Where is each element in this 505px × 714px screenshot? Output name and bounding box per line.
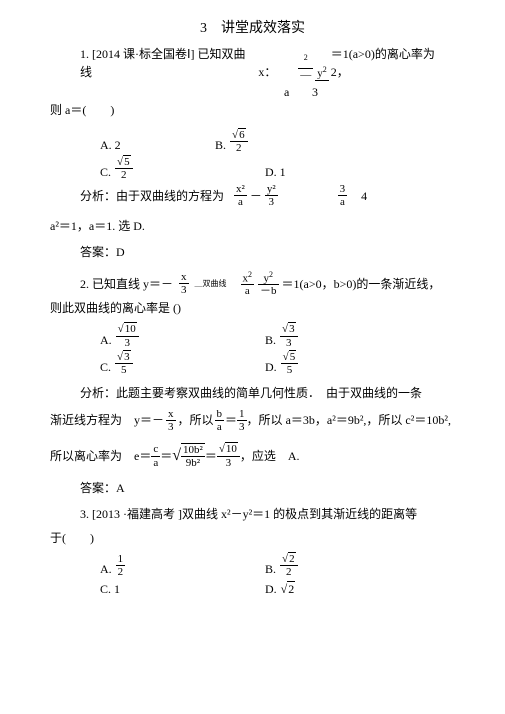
q2-y2f: y2－b: [258, 271, 279, 298]
q1-an-dash: －: [250, 187, 262, 205]
q2-optA-label: A.: [100, 331, 112, 349]
q2-stem-row: 2. 已知直线 y＝－ x3 ＿双曲线 x2a y2－b ＝1(a>0，b>0)…: [50, 271, 455, 298]
q1-denom-row: a 3: [50, 83, 455, 95]
q2-optB-label: B.: [265, 331, 276, 349]
q3-stem-b: 于( ): [50, 529, 455, 547]
q3-optD-sqrt: 2: [281, 580, 296, 598]
q2-mid: ＿双曲线: [195, 278, 227, 290]
q1-optA: A. 2: [50, 136, 215, 154]
q2-stem: 2. 已知直线 y＝－: [80, 275, 173, 293]
q1-tail: ＝1(a>0)的离心率为 2，: [331, 45, 455, 81]
q1-analysis-end: a²＝1，a＝1. 选 D.: [50, 217, 455, 235]
q3-optB-label: B.: [265, 560, 276, 578]
q2-optC-label: C.: [100, 358, 111, 376]
q2-an-res1: a＝3b，a²＝9b²,: [286, 411, 367, 429]
q2-answer: 答案：A: [50, 479, 455, 497]
q1-optB-label: B.: [215, 136, 226, 154]
q2-optC-frac: 3 5: [115, 351, 133, 376]
q2-optAB: A. 10 3 B. 3 3: [50, 323, 455, 348]
q2-an-eq: ＝: [225, 411, 237, 429]
q3-optC: C. 1: [50, 580, 265, 598]
q3-optA-frac: 1 2: [116, 553, 126, 578]
q1-analysis-text: 分析：由于双曲线的方程为: [80, 187, 224, 205]
q2-optCD: C. 3 5 D. 5 5: [50, 351, 455, 376]
q2-optD-label: D.: [265, 358, 277, 376]
q1-an-x2: x²a: [234, 183, 247, 208]
q3-optCD: C. 1 D. 2: [50, 580, 455, 598]
q2-ec-tail: ，应选 A.: [240, 447, 300, 465]
q1-optAB: A. 2 B. 6 2: [50, 129, 455, 154]
q3-optA-label: A.: [100, 560, 112, 578]
q1-yfrac: y2: [315, 66, 329, 81]
q1-analysis: 分析：由于双曲线的方程为 x²a － y²3 3a 4: [50, 183, 455, 208]
q1-optB-frac: 6 2: [230, 129, 248, 154]
q1-then: 则 a＝( ): [50, 101, 455, 119]
q2-optB-frac: 3 3: [280, 323, 298, 348]
q2-an-ba: ba: [215, 408, 225, 433]
q2-an-13: 13: [237, 408, 247, 433]
q2-analysis-a: 分析：此题主要考察双曲线的简单几何性质． 由于双曲线的一条: [50, 384, 455, 402]
q2-optD-frac: 5 5: [281, 351, 299, 376]
q2-an-so2: ，所以 c²＝10b²,: [366, 411, 451, 429]
q2-analysis-c: 所以离心率为 e＝: [50, 447, 151, 465]
q1-an-y2: y²3: [265, 183, 278, 208]
q3-stem: 3. [2013 ·福建高考 ]双曲线 x²－y²＝1 的极点到其渐近线的距离等: [50, 505, 455, 523]
q1-stem: 1. [2014 课·标全国卷Ⅰ] 已知双曲线: [80, 45, 256, 81]
q2-an-so: ，所以: [247, 411, 283, 429]
q2-optA-frac: 10 3: [116, 323, 139, 348]
q2-analysis-b: 渐近线方程为 y＝－: [50, 411, 164, 429]
q3-optB-frac: 2 2: [280, 553, 298, 578]
q2-x3: x3: [179, 271, 189, 296]
q1-optC-frac: 5 2: [115, 156, 133, 181]
q1-optC-label: C.: [100, 163, 111, 181]
q1-answer: 答案：D: [50, 243, 455, 261]
q2-ec-eq2: ＝: [205, 447, 217, 465]
q1-3: 3: [312, 83, 318, 101]
q1-an-3a: 3a: [338, 183, 348, 208]
q1-colon: ：: [264, 63, 276, 81]
q2-ec-r: 103: [217, 443, 240, 468]
q2-an-mid: ，所以: [178, 411, 214, 429]
q2-an-x3: x3: [166, 408, 176, 433]
q1-frac: 2 —: [298, 54, 313, 81]
q2-ec-eq: ＝: [160, 447, 172, 465]
q1-optCD: C. 5 2 D. 1: [50, 156, 455, 181]
section-title: 3 讲堂成效落实: [50, 18, 455, 39]
q2-analysis-c-row: 所以离心率为 e＝ ca ＝ √ 10b²9b² ＝ 103 ，应选 A.: [50, 443, 455, 469]
q2-x2f: x2a: [241, 271, 255, 298]
q2-ec-109: 10b²9b²: [181, 443, 205, 469]
q1-stem-row: 1. [2014 课·标全国卷Ⅰ] 已知双曲线 x ： 2 — y2 ＝1(a>…: [50, 45, 455, 81]
q2-analysis-b-row: 渐近线方程为 y＝－ x3 ，所以 ba ＝ 13 ，所以 a＝3b，a²＝9b…: [50, 408, 455, 433]
q1-an-4: 4: [361, 187, 367, 205]
q3-optD-label: D.: [265, 580, 277, 598]
q2-stem-b: 则此双曲线的离心率是 (): [50, 299, 455, 317]
q3-optAB: A. 1 2 B. 2 2: [50, 553, 455, 578]
q1-a: a: [284, 83, 289, 101]
q2-tail: ＝1(a>0，b>0)的一条渐近线，: [282, 275, 441, 293]
q1-optD: D. 1: [265, 163, 286, 181]
q2-ec-ca: ca: [151, 443, 160, 468]
